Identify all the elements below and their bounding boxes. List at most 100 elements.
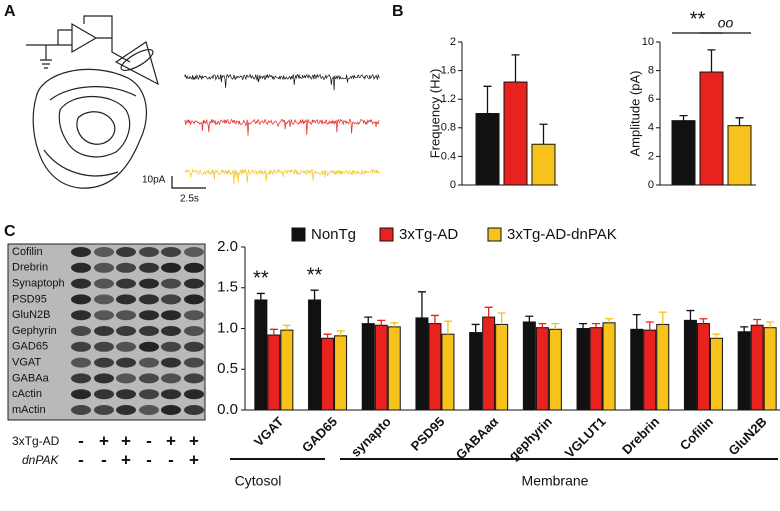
error-bar [735, 117, 744, 126]
bar [699, 71, 724, 186]
blot-band [161, 341, 181, 352]
blot-band [94, 357, 114, 368]
condition-sign: + [189, 450, 199, 469]
blot-band [139, 389, 159, 400]
error-bar [336, 330, 345, 336]
error-bar [753, 318, 762, 326]
bar [656, 323, 670, 411]
legend-label: 3xTg-AD-dnPAK [507, 226, 617, 243]
y-tick-label: 1.6 [441, 65, 456, 77]
bar [671, 120, 696, 186]
scale-label: 2.5s [180, 194, 199, 205]
x-tick-label: GAD65 [299, 414, 340, 455]
condition-sign: + [121, 450, 131, 469]
error-bar [511, 54, 520, 83]
error-bar [377, 319, 386, 326]
y-tick-label: 10 [642, 36, 654, 48]
blot-band [116, 278, 136, 289]
schematic [26, 15, 159, 189]
bar [308, 299, 322, 411]
condition-sign: - [168, 450, 174, 469]
bar [643, 329, 657, 411]
blot-band [161, 373, 181, 384]
blot-label: Synaptoph [12, 278, 65, 290]
blot-band [184, 341, 204, 352]
bar [334, 335, 348, 411]
y-tick-label: 0 [648, 179, 654, 191]
legend-swatch [487, 227, 502, 242]
blot-label: GAD65 [12, 341, 48, 353]
blot-band [139, 357, 159, 368]
blot-band [161, 357, 181, 368]
panel-label: A [4, 3, 16, 20]
condition-label: dnPAK [22, 453, 59, 467]
error-bar [605, 318, 614, 323]
bar [763, 327, 777, 411]
blot-band [71, 357, 91, 368]
x-tick-label: Drebrin [619, 414, 662, 457]
blot-band [161, 389, 181, 400]
annotation: ** [253, 268, 269, 290]
blot-label: mActin [12, 404, 46, 416]
legend-label: NonTg [311, 226, 356, 243]
blot-band [94, 405, 114, 415]
bar [387, 326, 401, 411]
blot-band [161, 310, 181, 321]
bar [522, 321, 536, 411]
annotation: ** [690, 8, 706, 30]
blot-band [139, 278, 159, 289]
bar [548, 328, 562, 411]
blot-band [139, 326, 159, 336]
blot-band [71, 262, 91, 273]
y-axis-label: Amplitude (pA) [627, 71, 642, 157]
bar [280, 329, 294, 411]
blot-band [161, 294, 181, 305]
blot-band [94, 262, 114, 273]
error-bar [310, 289, 319, 300]
blot-band [71, 389, 91, 400]
error-bar [740, 326, 749, 332]
blot-band [116, 405, 136, 415]
error-bar [323, 333, 332, 339]
bar [503, 81, 528, 186]
y-tick-label: 8 [648, 65, 654, 77]
error-bar [497, 312, 506, 325]
blot-band [139, 373, 159, 384]
bar [727, 125, 752, 186]
condition-label: 3xTg-AD [12, 434, 60, 448]
bar [589, 327, 603, 411]
x-tick-label: GABAaα [453, 414, 501, 462]
x-tick-label: GluN2B [725, 414, 769, 458]
blot-band [116, 357, 136, 368]
blot-band [116, 310, 136, 321]
error-bar [699, 318, 708, 324]
blot-band [184, 326, 204, 336]
error-bar [539, 123, 548, 145]
error-bar [483, 85, 492, 114]
error-bar [632, 313, 641, 330]
blot-label: GluN2B [12, 309, 51, 321]
error-bar [364, 316, 373, 324]
condition-sign: - [146, 431, 152, 450]
blot-band [139, 294, 159, 305]
y-tick-label: 0 [450, 179, 456, 191]
blot-band [116, 262, 136, 273]
blot-band [139, 405, 159, 415]
error-bar [390, 322, 399, 327]
x-tick-label: synapto [348, 414, 394, 460]
y-tick-label: 4 [648, 122, 654, 134]
condition-sign: - [146, 450, 152, 469]
error-bar [686, 309, 695, 321]
bar [267, 334, 281, 411]
blot-label: Gephyrin [12, 325, 57, 337]
error-bar [712, 333, 721, 339]
x-tick-label: Cofilin [677, 414, 716, 453]
blot-band [71, 341, 91, 352]
condition-sign: + [99, 431, 109, 450]
bar [630, 328, 644, 411]
error-bar [525, 315, 534, 322]
error-bar [471, 323, 480, 333]
panel-label: C [4, 223, 16, 240]
blot-band [71, 294, 91, 305]
